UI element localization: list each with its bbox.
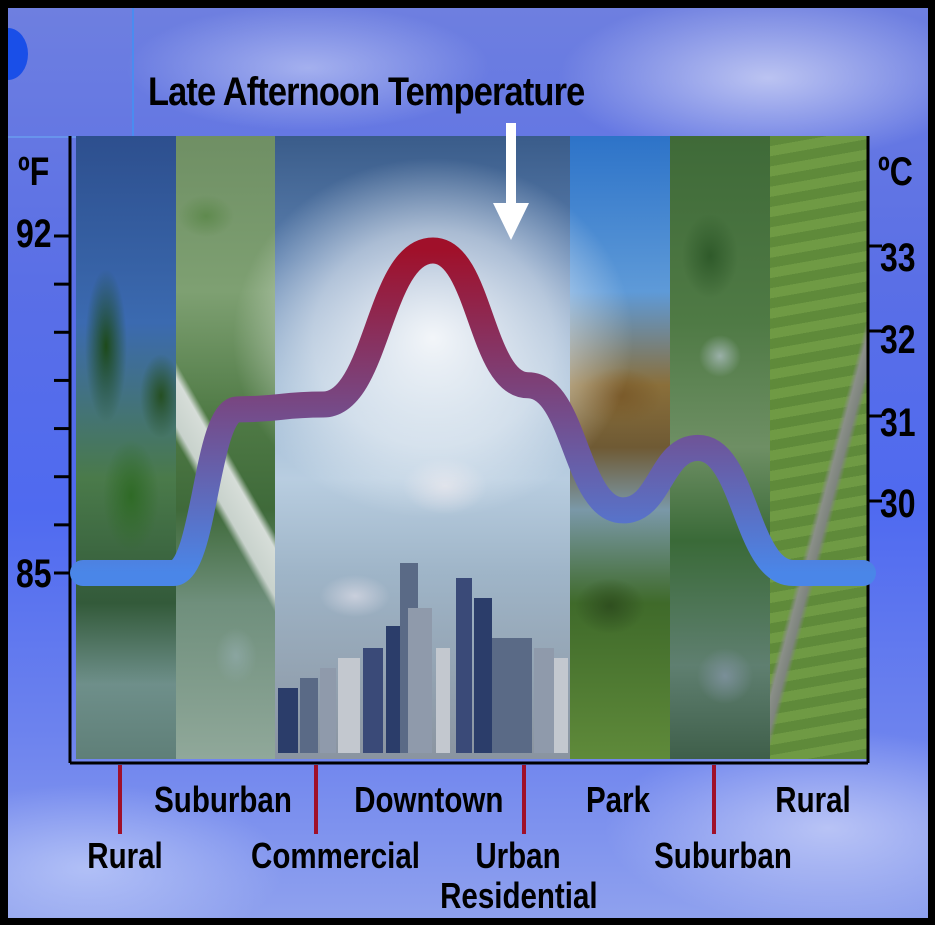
zone-label-rural-1: Rural [87,835,163,876]
celsius-label-32: 32 [880,318,916,362]
diagram-canvas: Late Afternoon Temperature [8,8,928,918]
arrow-shaft [506,123,516,205]
right-axis-ticks [868,244,882,503]
zone-label-park: Park [585,779,651,820]
fahrenheit-label-92: 92 [16,212,52,256]
skyline-buildings [278,563,568,753]
skyline-building [408,608,432,753]
skyline-building [338,658,360,753]
zone-divider-ticks [118,765,716,834]
title-divider [132,8,134,136]
skyline-building [363,648,383,753]
zone-label-downtown: Downtown [354,779,504,820]
skyline-building [534,648,554,753]
celsius-unit-label: ºC [878,150,913,194]
zone-label-rural-2: Rural [775,779,851,820]
zone-label-urban-residential: Urban Residential [440,835,598,916]
celsius-label-30: 30 [880,482,916,526]
skyline-building [474,598,492,753]
skyline-building [492,638,532,753]
skyline-building [278,688,298,753]
left-axis-ticks [54,234,70,575]
skyline-building [554,658,568,753]
skyline-building [436,648,450,753]
diagram-title: Late Afternoon Temperature [148,70,585,114]
corner-logo-shape [8,28,28,80]
temperature-curve [70,237,876,587]
skyline-building [300,678,318,753]
rural-forest-panel [76,136,176,759]
downtown-arrow [493,123,529,240]
celsius-label-33: 33 [880,236,916,280]
zone-label-suburban-2: Suburban [654,835,792,876]
diagram-overlay [54,123,882,834]
fahrenheit-unit-label: ºF [18,150,50,194]
heat-glow [233,158,633,518]
skyline-building [456,578,472,753]
skyline-building [320,668,336,753]
zone-label-suburban-1: Suburban [154,779,292,820]
zone-label-commercial: Commercial [251,835,420,876]
rural-farm-panel [770,136,868,759]
arrow-head [493,203,529,240]
celsius-label-31: 31 [880,401,916,445]
fahrenheit-label-85: 85 [16,552,52,596]
